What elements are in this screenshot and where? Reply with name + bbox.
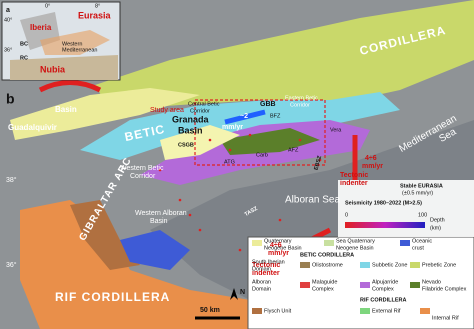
plate-boundary <box>40 30 110 55</box>
north-label: N <box>240 289 245 296</box>
label: Alboran Sea <box>285 195 340 206</box>
label: Basin <box>150 218 168 225</box>
legend-text: Filabride Complex <box>422 286 467 292</box>
label: Carb <box>256 152 268 158</box>
legend-text: Stable EURASIA <box>400 183 443 189</box>
label: Western <box>62 41 82 47</box>
legend-text: Prebetic Zone <box>422 262 456 268</box>
rate: mm/yr <box>268 250 289 257</box>
label: Central Betic <box>188 101 220 107</box>
legend-text: Malaguide <box>312 279 337 285</box>
legend-text: Neogene Basin <box>264 245 302 251</box>
label: Granada <box>172 114 210 124</box>
legend-text: Nevado <box>422 279 441 285</box>
label: Nubia <box>40 64 66 74</box>
label: GBB <box>260 101 276 108</box>
north-arrow <box>230 288 238 300</box>
label: Basin <box>55 105 77 114</box>
rate: ~2 <box>240 113 248 120</box>
legend-text: (km) <box>430 225 441 231</box>
label: Corridor <box>130 173 156 180</box>
legend-text: Complex <box>312 286 334 292</box>
label: RC <box>20 55 28 61</box>
legend-text: Internal Rif <box>432 315 459 321</box>
label: Tectonic <box>340 172 368 179</box>
label: indenter <box>252 270 280 277</box>
label: Corridor <box>190 108 210 114</box>
legend-text: Neogene Basin <box>336 245 374 251</box>
legend-text: Seismicity 1980–2022 (M>2.5) <box>345 200 422 206</box>
arrow <box>224 109 266 125</box>
guadalquivir-basin <box>10 88 200 140</box>
legend-text: External Rif <box>372 308 401 314</box>
label: Study area <box>150 107 184 114</box>
legend-text: Subbetic Zone <box>372 262 407 268</box>
subbetic <box>80 92 400 160</box>
flysch <box>70 200 140 270</box>
legend-text: Alboran <box>252 279 271 285</box>
label: Western Alboran <box>135 210 187 217</box>
panel-label: b <box>6 91 15 107</box>
legend-header: RIF CORDILLERA <box>360 297 406 303</box>
legend-text: South Iberian <box>252 259 285 265</box>
label: Iberia <box>30 23 52 32</box>
nevado-filabride <box>220 128 320 155</box>
legend-text: Depth <box>430 217 445 223</box>
lat-label: 38° <box>6 176 17 184</box>
label: BC <box>20 41 28 47</box>
legend-text: Domain <box>252 286 271 292</box>
label: Vera <box>330 127 342 133</box>
rate: mm/yr <box>362 163 383 170</box>
legend-text: Sea Quaternary <box>336 238 375 244</box>
lat-label: 36° <box>6 261 17 269</box>
lon-label: 0° <box>45 3 50 9</box>
label: indenter <box>340 180 368 187</box>
rate: 4÷6 <box>270 242 282 249</box>
label: Eastern Betic <box>285 95 318 101</box>
study-area-box <box>194 99 326 166</box>
scale-label: 50 km <box>200 307 220 314</box>
label: Corridor <box>290 102 310 108</box>
legend-text: (±0.5 mm/yr) <box>402 190 433 196</box>
label: Eurasia <box>78 10 112 20</box>
nubia <box>10 55 118 80</box>
label: Guadalquivir <box>8 123 57 132</box>
label: Basin <box>178 125 203 135</box>
rate: mm/yr <box>222 124 243 131</box>
legend-text: Quaternary <box>264 238 292 244</box>
label: CSGB <box>178 142 194 148</box>
legend-text: Flysch Unit <box>264 308 292 314</box>
legend-swatches <box>252 240 430 314</box>
legend-text: 0 <box>345 212 348 218</box>
lat-label: 36° <box>4 47 12 53</box>
legend-text: Domain <box>252 266 271 272</box>
label: EBSZ <box>314 155 324 171</box>
legend-header: BETIC CORDILLERA <box>300 252 354 258</box>
label: RIF CORDILLERA <box>55 290 170 304</box>
label: ATG <box>224 159 235 165</box>
panel-label: a <box>6 7 10 14</box>
granada-basin <box>160 125 240 160</box>
legend-text: Olistostrome <box>312 262 343 268</box>
lat-label: 40° <box>4 17 12 23</box>
label: Mediterranean <box>62 47 97 53</box>
lon-label: 8° <box>95 3 100 9</box>
label: BFZ <box>270 113 281 119</box>
oceanic-crust <box>120 230 190 270</box>
label: AFZ <box>288 147 299 153</box>
label: Western Betic <box>120 165 164 172</box>
legend-text: Oceanic <box>412 238 432 244</box>
prebetic <box>95 0 474 110</box>
legend-text: Alpujarride <box>372 279 398 285</box>
legend-text: Complex <box>372 286 394 292</box>
depth-colorbar <box>345 222 425 228</box>
legend-text: 100 <box>418 212 427 218</box>
legend-text: crust <box>412 245 424 251</box>
label: Tectonic <box>252 262 280 269</box>
arrow <box>38 80 102 93</box>
seismicity <box>158 133 322 272</box>
rate: 4÷6 <box>365 155 377 162</box>
